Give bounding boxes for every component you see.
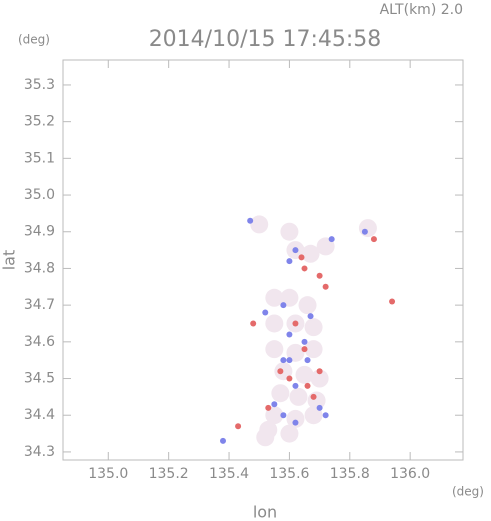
point bbox=[286, 258, 293, 265]
y-tick-label: 35.3 bbox=[24, 77, 55, 93]
point bbox=[256, 428, 275, 447]
y-tick-label: 35.1 bbox=[24, 150, 55, 166]
x-tick-label: 135.6 bbox=[269, 466, 309, 482]
point bbox=[295, 365, 314, 384]
point bbox=[310, 369, 329, 388]
point bbox=[286, 409, 305, 428]
point bbox=[265, 406, 284, 425]
point bbox=[301, 265, 308, 272]
point bbox=[262, 309, 269, 316]
y-tick-label: 34.6 bbox=[24, 334, 55, 350]
point bbox=[316, 404, 323, 411]
point bbox=[389, 298, 396, 305]
x-axis-label: lon bbox=[253, 503, 277, 521]
point bbox=[274, 362, 293, 381]
point bbox=[265, 404, 272, 411]
point bbox=[286, 357, 293, 364]
point bbox=[301, 338, 308, 345]
point bbox=[358, 219, 377, 238]
point bbox=[316, 272, 323, 279]
point bbox=[289, 387, 308, 406]
point bbox=[280, 302, 287, 309]
y-tick-label: 34.3 bbox=[24, 444, 55, 460]
y-axis-label: lat bbox=[0, 250, 19, 271]
point bbox=[316, 368, 323, 375]
point bbox=[286, 375, 293, 382]
point bbox=[280, 222, 299, 241]
altitude-label: ALT(km) 2.0 bbox=[380, 2, 463, 18]
point bbox=[271, 384, 290, 403]
point bbox=[280, 357, 287, 364]
point bbox=[280, 424, 299, 443]
point bbox=[250, 320, 257, 327]
point bbox=[286, 343, 305, 362]
y-tick-label: 34.5 bbox=[24, 371, 55, 387]
point bbox=[310, 393, 317, 400]
x-tick-label: 136.0 bbox=[390, 466, 430, 482]
y-tick-label: 35.0 bbox=[24, 187, 55, 203]
point bbox=[271, 401, 278, 408]
point bbox=[265, 288, 284, 307]
x-tick-label: 135.0 bbox=[88, 466, 128, 482]
y-tick-label: 34.8 bbox=[24, 260, 55, 276]
point bbox=[298, 296, 317, 315]
point bbox=[304, 318, 323, 337]
point bbox=[370, 236, 377, 243]
point bbox=[286, 331, 293, 338]
point bbox=[265, 314, 284, 333]
point bbox=[292, 320, 299, 327]
point bbox=[292, 247, 299, 254]
point bbox=[280, 288, 299, 307]
point bbox=[304, 406, 323, 425]
point bbox=[301, 244, 320, 263]
x-tick-label: 135.8 bbox=[330, 466, 370, 482]
point bbox=[322, 283, 329, 290]
y-tick-label: 34.4 bbox=[24, 407, 55, 423]
point bbox=[301, 346, 308, 353]
y-tick-label: 34.9 bbox=[24, 224, 55, 240]
point bbox=[304, 357, 311, 364]
point bbox=[265, 340, 284, 359]
point bbox=[361, 228, 368, 235]
point bbox=[322, 412, 329, 419]
point bbox=[235, 423, 242, 430]
plot-frame bbox=[62, 59, 464, 461]
y-tick-label: 35.2 bbox=[24, 114, 55, 130]
point bbox=[307, 313, 314, 320]
x-tick-label: 135.4 bbox=[209, 466, 249, 482]
chart-title: 2014/10/15 17:45:58 bbox=[149, 27, 382, 52]
point bbox=[316, 237, 335, 256]
point bbox=[292, 382, 299, 389]
x-tick-label: 135.2 bbox=[149, 466, 189, 482]
point bbox=[220, 437, 226, 444]
point bbox=[292, 419, 299, 426]
point bbox=[328, 236, 335, 243]
y-tick-label: 34.7 bbox=[24, 297, 55, 313]
x-unit: (deg) bbox=[452, 485, 484, 499]
point bbox=[304, 340, 323, 359]
point bbox=[280, 412, 287, 419]
point bbox=[250, 215, 269, 234]
point bbox=[277, 368, 284, 375]
y-unit: (deg) bbox=[18, 33, 50, 47]
point bbox=[247, 217, 254, 224]
point bbox=[304, 382, 311, 389]
point bbox=[298, 254, 305, 261]
